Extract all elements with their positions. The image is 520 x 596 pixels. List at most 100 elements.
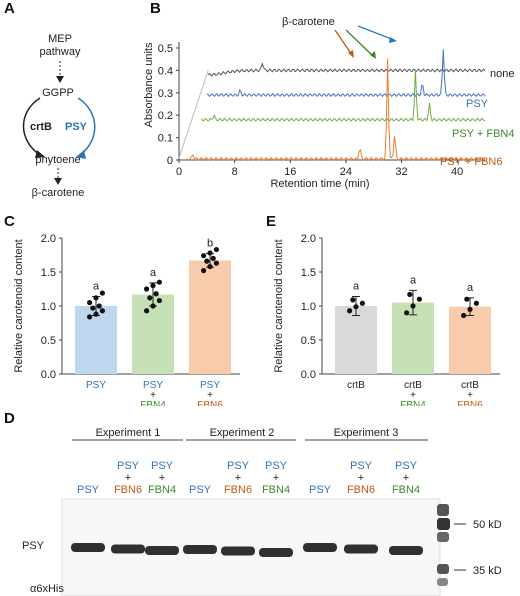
category-label-2-0: PSY: [200, 380, 220, 391]
b-ytick-label: 0.2: [158, 110, 173, 122]
bar-ytick-label: 0.5: [41, 335, 56, 347]
category-label-2-2: FBN6: [197, 400, 223, 406]
data-point: [416, 296, 422, 302]
trace-label-2: PSY + FBN4: [452, 128, 514, 140]
ladder-band-35kd: [437, 564, 449, 574]
b-xtick-label: 24: [340, 166, 352, 178]
blot-row-label: PSY: [22, 540, 45, 552]
psy-label: PSY: [65, 121, 88, 133]
trace-offset-guide: [178, 70, 209, 158]
b-ytick-label: 0.3: [158, 88, 173, 100]
category-label-0-0: PSY: [86, 380, 106, 391]
lane-label-plus: +: [125, 472, 131, 484]
bar-ytick-label: 0.5: [301, 335, 316, 347]
lane-label-psy: PSY: [117, 460, 140, 472]
category-label-1-0: crtB: [404, 380, 422, 391]
bar-ytick-label: 2.0: [301, 233, 316, 245]
data-point: [207, 263, 213, 270]
lane-label-plus: +: [235, 472, 241, 484]
psy-band: [71, 543, 105, 552]
lane-label-psy: PSY: [265, 460, 288, 472]
psy-band: [221, 546, 255, 556]
data-point: [210, 255, 216, 261]
data-point: [99, 290, 105, 296]
ladder-band-50kd: [437, 518, 450, 530]
b-xlabel: Retention time (min): [270, 178, 369, 190]
data-point: [144, 308, 150, 314]
lane-label-fbn4: FBN4: [392, 484, 420, 496]
category-label-2-1: +: [207, 390, 213, 401]
data-point: [93, 311, 99, 317]
category-label-1-2: FBN4: [140, 400, 166, 406]
significance-letter-0: a: [353, 280, 360, 292]
lane-label-psy: PSY: [151, 460, 174, 472]
bar-ytick-label: 1.5: [41, 267, 56, 279]
b-xtick-label: 16: [284, 166, 296, 178]
b-yticks: 0 0.1 0.2 0.3 0.4 0.5: [158, 43, 179, 167]
beta-carotene-annotation: β-carotene: [282, 16, 335, 28]
bar-ytick-label: 0.0: [41, 369, 56, 381]
b-xtick-label: 0: [176, 166, 182, 178]
trace-label-0: none: [490, 68, 514, 80]
panel-a-letter: A: [4, 0, 15, 17]
chromatogram-chart: β-carotene Absorbance units Retention ti…: [143, 16, 514, 190]
trace-label-1: PSY: [466, 98, 489, 110]
psy-band: [344, 544, 378, 554]
data-point: [150, 303, 156, 309]
beta-carotene-arrows: [334, 25, 397, 59]
lane-label-fbn4: FBN4: [148, 484, 176, 496]
bar-chart-e: Relative carotenoid content 0.0 0.5 1.0 1.5 2…: [273, 233, 500, 406]
crtb-arrow: [22, 97, 41, 156]
data-point: [353, 304, 359, 310]
b-xtick-label: 8: [232, 166, 238, 178]
lane-label-psy: PSY: [309, 484, 332, 496]
data-point: [467, 306, 473, 312]
category-label-1-1: +: [150, 390, 156, 401]
data-point: [350, 297, 356, 303]
ladder-band-top: [437, 504, 449, 516]
data-point: [144, 286, 150, 292]
data-point: [473, 300, 479, 306]
experiment-headers: Experiment 1 Experiment 2 Experiment 3: [72, 427, 428, 441]
b-ytick-label: 0.5: [158, 43, 173, 55]
arrow-to-fbn6-peak: [334, 29, 353, 56]
data-point: [99, 308, 105, 314]
data-point: [153, 291, 159, 297]
psy-arrowhead: [76, 150, 86, 159]
phytoene-label: phytoene: [35, 154, 80, 166]
lane-label-psy: PSY: [350, 460, 373, 472]
significance-letter-2: b: [207, 238, 213, 250]
psy-band: [303, 543, 337, 552]
b-xtick-label: 32: [395, 166, 407, 178]
significance-letter-1: a: [410, 274, 417, 286]
bar-chart-c: Relative carotenoid content 0.0 0.5 1.0 1.5 2…: [13, 233, 240, 406]
experiment-3-label: Experiment 3: [334, 427, 399, 439]
bar-ytick-label: 0.0: [301, 369, 316, 381]
b-traces: [178, 49, 486, 162]
data-point: [150, 283, 156, 289]
data-point: [461, 312, 467, 319]
arrowhead-fbn4: [370, 51, 376, 59]
data-point: [207, 250, 213, 256]
category-label-1-0: PSY: [143, 380, 163, 391]
data-point: [404, 310, 410, 316]
data-point: [407, 291, 413, 298]
psy-band: [183, 545, 217, 554]
ggpp-label: GGPP: [42, 87, 74, 99]
data-point: [201, 268, 207, 274]
lane-label-fbn6: FBN6: [224, 484, 252, 496]
data-point: [204, 258, 210, 264]
data-point: [147, 295, 153, 301]
lane-label-plus: +: [159, 472, 165, 484]
category-label-2-2: FBN6: [457, 400, 483, 406]
arrowhead-fbn6: [348, 50, 354, 58]
category-label-1-2: FBN4: [400, 400, 426, 406]
category-label-0-0: crtB: [347, 380, 365, 391]
bar-0: [75, 306, 117, 374]
ladder-band-low: [437, 578, 448, 586]
lane-label-psy: PSY: [395, 460, 418, 472]
lane-label-psy: PSY: [227, 460, 250, 472]
data-point: [96, 303, 102, 309]
panel-a-pathway: MEP pathway GGPP crtB PSY phytoene β-car…: [22, 33, 96, 199]
